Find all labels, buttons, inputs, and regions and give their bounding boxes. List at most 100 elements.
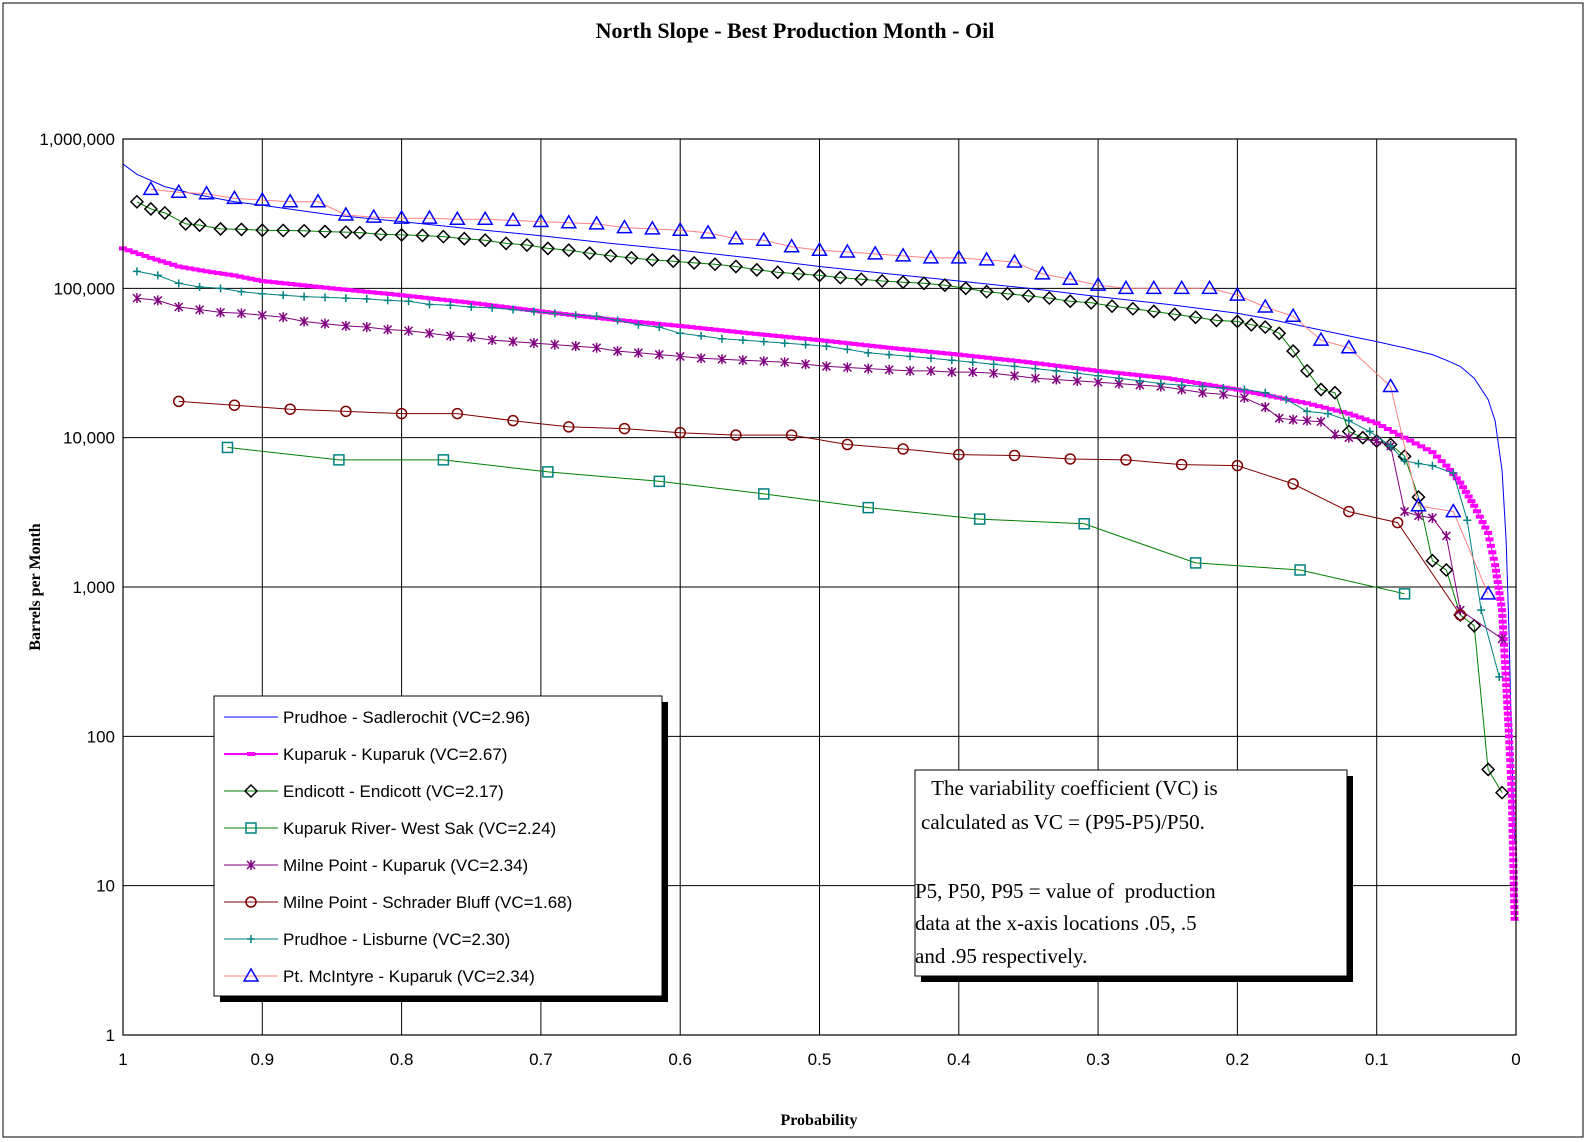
data-point (241, 275, 250, 280)
x-tick-label: 0.8 (390, 1050, 414, 1069)
data-point (1400, 456, 1409, 465)
data-point (1047, 363, 1056, 368)
data-point (1302, 415, 1312, 426)
data-point (1488, 550, 1497, 555)
data-point (1323, 409, 1332, 418)
data-point (769, 333, 778, 338)
data-point (655, 323, 664, 332)
data-point (157, 205, 172, 220)
data-point (550, 339, 560, 350)
data-point (1240, 385, 1249, 394)
data-point (644, 220, 661, 235)
data-point (890, 346, 899, 351)
data-point (670, 323, 679, 328)
data-point (1367, 419, 1376, 424)
data-point (989, 368, 999, 379)
data-point (362, 294, 371, 303)
data-point (1442, 463, 1451, 468)
data-point (973, 513, 986, 525)
data-point (1437, 459, 1446, 464)
data-point (1261, 388, 1270, 397)
data-point (1506, 758, 1515, 763)
data-point (914, 348, 923, 353)
data-point (1439, 562, 1454, 578)
data-point (299, 316, 309, 327)
data-point (717, 354, 727, 365)
data-point (1244, 317, 1259, 332)
data-point (1061, 270, 1079, 286)
data-point (842, 362, 852, 373)
data-point (180, 265, 189, 270)
data-point (394, 227, 409, 242)
data-point (1391, 516, 1404, 529)
data-point (252, 277, 261, 282)
legend-items: Prudhoe - Sadlerochit (VC=2.96) Kuparuk -… (224, 708, 572, 986)
data-point (864, 348, 873, 357)
data-point (801, 359, 811, 370)
data-point (1009, 370, 1020, 381)
data-point (833, 270, 848, 285)
data-point (1499, 642, 1508, 647)
data-point (815, 338, 824, 343)
data-point (542, 466, 554, 478)
data-point (786, 335, 795, 340)
data-point (1288, 414, 1298, 425)
data-point (1198, 382, 1207, 391)
data-point (488, 303, 497, 312)
data-point (1186, 380, 1195, 385)
note-line-1: The variability coefficient (VC) is (921, 776, 1218, 800)
data-point (592, 342, 602, 353)
data-point (1134, 373, 1143, 378)
data-point (1500, 660, 1509, 665)
data-point (1484, 530, 1493, 535)
data-point (966, 353, 975, 358)
data-point (947, 367, 957, 378)
data-point (1508, 817, 1517, 822)
data-point (758, 488, 770, 500)
legend-label: Milne Point - Schrader Bluff (VC=1.68) (283, 893, 572, 912)
data-point (699, 224, 717, 239)
data-point (275, 280, 284, 285)
data-point (404, 325, 414, 336)
data-point (995, 357, 1004, 362)
data-point (635, 320, 644, 325)
data-point (309, 193, 327, 208)
data-point (954, 352, 963, 357)
data-point (1297, 400, 1306, 405)
data-point (287, 282, 296, 287)
data-point (1510, 899, 1519, 904)
data-point (356, 289, 365, 294)
data-point (1169, 377, 1178, 382)
data-point (455, 299, 464, 304)
data-point (863, 363, 873, 374)
data-point (1413, 510, 1424, 521)
data-point (1508, 811, 1517, 816)
data-point (948, 352, 957, 357)
data-point (509, 305, 518, 314)
data-point (257, 310, 267, 321)
data-point (215, 307, 226, 318)
data-point (1051, 374, 1061, 385)
x-tick-label: 0.9 (250, 1050, 274, 1069)
data-point (931, 350, 940, 355)
data-point (1299, 363, 1315, 378)
data-point (1256, 392, 1265, 397)
series-line (122, 163, 1516, 841)
data-point (393, 209, 410, 224)
data-point (873, 344, 882, 349)
legend: Prudhoe - Sadlerochit (VC=2.96) Kuparuk -… (213, 695, 668, 1002)
data-point (1210, 383, 1219, 388)
data-point (1088, 368, 1097, 373)
data-point (1486, 543, 1495, 548)
data-point (1411, 441, 1420, 446)
data-point (1506, 775, 1515, 780)
data-point (1365, 427, 1374, 436)
data-point (705, 326, 714, 331)
data-point (658, 322, 667, 327)
data-point (237, 287, 246, 296)
data-point (1260, 402, 1270, 413)
data-point (1052, 366, 1061, 375)
data-point (202, 269, 211, 274)
data-point (666, 254, 681, 269)
data-point (219, 271, 228, 276)
